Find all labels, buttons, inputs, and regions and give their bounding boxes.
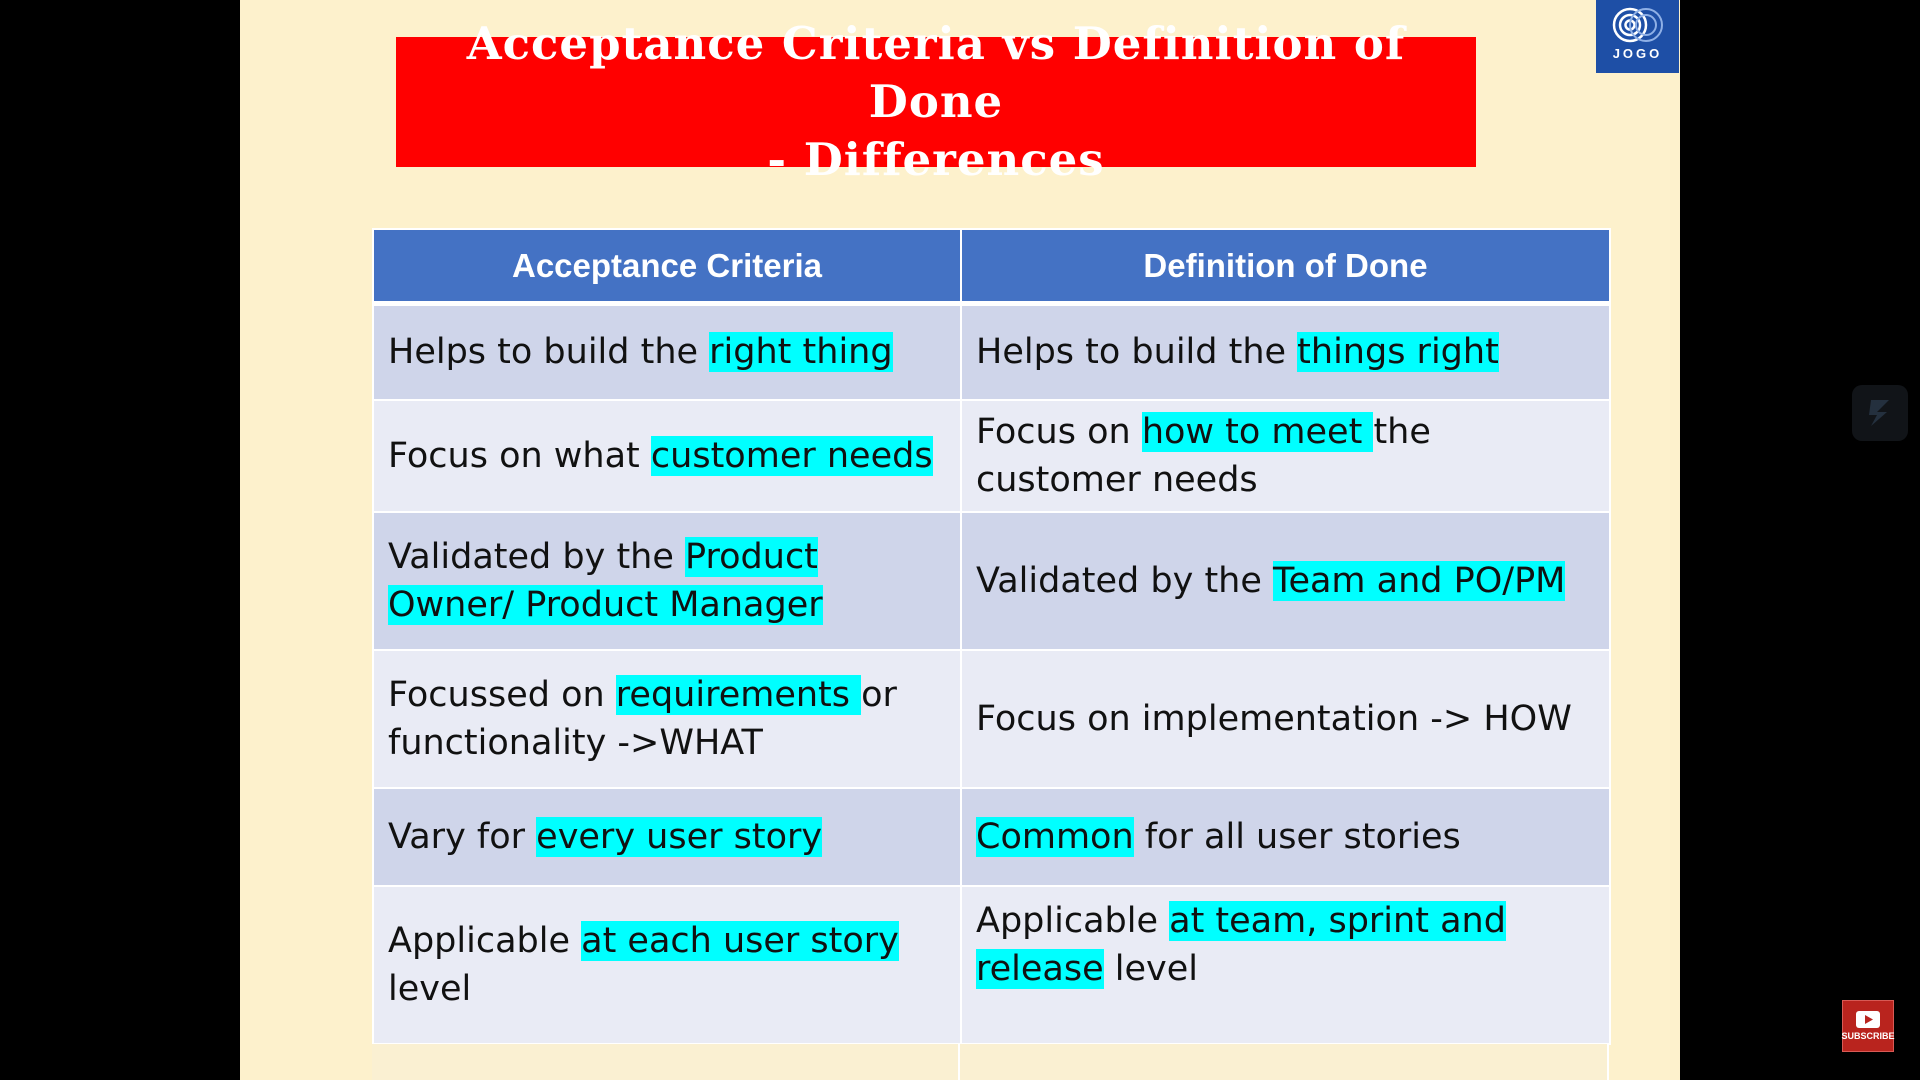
subscribe-label: SUBSCRIBE bbox=[1841, 1031, 1895, 1041]
cell-text: the customer needs bbox=[976, 411, 1431, 500]
lightning-icon[interactable] bbox=[1852, 385, 1908, 441]
partial-cell bbox=[960, 1044, 1609, 1080]
comparison-table: Acceptance Criteria Definition of Done H… bbox=[372, 228, 1611, 1045]
cell-text: Focussed on bbox=[388, 674, 616, 715]
cell-text: Focus on bbox=[976, 411, 1142, 452]
play-icon bbox=[1856, 1011, 1880, 1028]
partial-cell bbox=[372, 1044, 961, 1080]
highlighted-text: every user story bbox=[536, 816, 823, 857]
next-row-partial bbox=[372, 1044, 1609, 1080]
cell-text: level bbox=[388, 968, 472, 1009]
slide-title-line2: - Differences bbox=[767, 133, 1105, 186]
slide-title-box: Acceptance Criteria vs Definition of Don… bbox=[396, 17, 1476, 186]
highlighted-text: customer needs bbox=[650, 435, 933, 476]
slide-title-line1: Acceptance Criteria vs Definition of Don… bbox=[466, 17, 1406, 128]
ac-cell: Focussed on requirements or functionalit… bbox=[372, 648, 962, 789]
lightning-icon-glyph bbox=[1869, 400, 1889, 426]
header-acceptance-criteria: Acceptance Criteria bbox=[372, 228, 962, 306]
highlighted-text: Common bbox=[976, 816, 1134, 857]
ac-cell: Helps to build the right thing bbox=[372, 302, 962, 401]
table-row: Vary for every user story Common for all… bbox=[372, 786, 1611, 887]
cell-text: Helps to build the bbox=[976, 332, 1298, 373]
cell-text: Applicable bbox=[976, 900, 1170, 941]
logo-text: JOGO bbox=[1612, 46, 1663, 61]
cell-text: Vary for bbox=[388, 816, 537, 857]
table-row: Focussed on requirements or functionalit… bbox=[372, 648, 1611, 789]
cell-text: Validated by the bbox=[388, 536, 686, 577]
cell-text: or functionality ->WHAT bbox=[388, 674, 897, 763]
table-row: Focus on what customer needs Focus on ho… bbox=[372, 398, 1611, 513]
dod-cell: Applicable at team, sprint and release l… bbox=[960, 884, 1611, 1045]
jogo-logo: JOGO bbox=[1596, 0, 1679, 73]
dod-cell: Common for all user stories bbox=[960, 786, 1611, 887]
cell-text: Helps to build the bbox=[388, 332, 710, 373]
table-row: Applicable at each user story level Appl… bbox=[372, 884, 1611, 1045]
cell-text: for all user stories bbox=[1133, 816, 1461, 857]
dod-cell: Focus on implementation -> HOW bbox=[960, 648, 1611, 789]
slide-title: Acceptance Criteria vs Definition of Don… bbox=[412, 15, 1460, 189]
concentric-circles-icon bbox=[1612, 7, 1663, 43]
table-row: Validated by the Product Owner/ Product … bbox=[372, 510, 1611, 651]
highlighted-text: requirements bbox=[615, 674, 862, 715]
slide: Acceptance Criteria vs Definition of Don… bbox=[240, 0, 1680, 1080]
cell-text: Focus on what bbox=[388, 435, 651, 476]
header-definition-of-done: Definition of Done bbox=[960, 228, 1611, 306]
ac-cell: Applicable at each user story level bbox=[372, 884, 962, 1045]
table-row: Helps to build the right thing Helps to … bbox=[372, 302, 1611, 401]
ac-cell: Validated by the Product Owner/ Product … bbox=[372, 510, 962, 651]
highlighted-text: things right bbox=[1297, 332, 1499, 373]
dod-cell: Validated by the Team and PO/PM bbox=[960, 510, 1611, 651]
cell-text: Validated by the bbox=[976, 560, 1274, 601]
cell-text: level bbox=[1103, 948, 1198, 989]
cell-text: Focus on implementation -> HOW bbox=[976, 698, 1572, 739]
highlighted-text: right thing bbox=[709, 332, 893, 373]
ac-cell: Focus on what customer needs bbox=[372, 398, 962, 513]
ac-cell: Vary for every user story bbox=[372, 786, 962, 887]
highlighted-text: how to meet bbox=[1141, 411, 1374, 452]
cell-text: Applicable bbox=[388, 920, 582, 961]
subscribe-button[interactable]: SUBSCRIBE bbox=[1841, 1000, 1895, 1052]
highlighted-text: at each user story bbox=[581, 920, 899, 961]
dod-cell: Helps to build the things right bbox=[960, 302, 1611, 401]
dod-cell: Focus on how to meet the customer needs bbox=[960, 398, 1611, 513]
table-header-row: Acceptance Criteria Definition of Done bbox=[372, 228, 1611, 306]
highlighted-text: Team and PO/PM bbox=[1273, 560, 1566, 601]
